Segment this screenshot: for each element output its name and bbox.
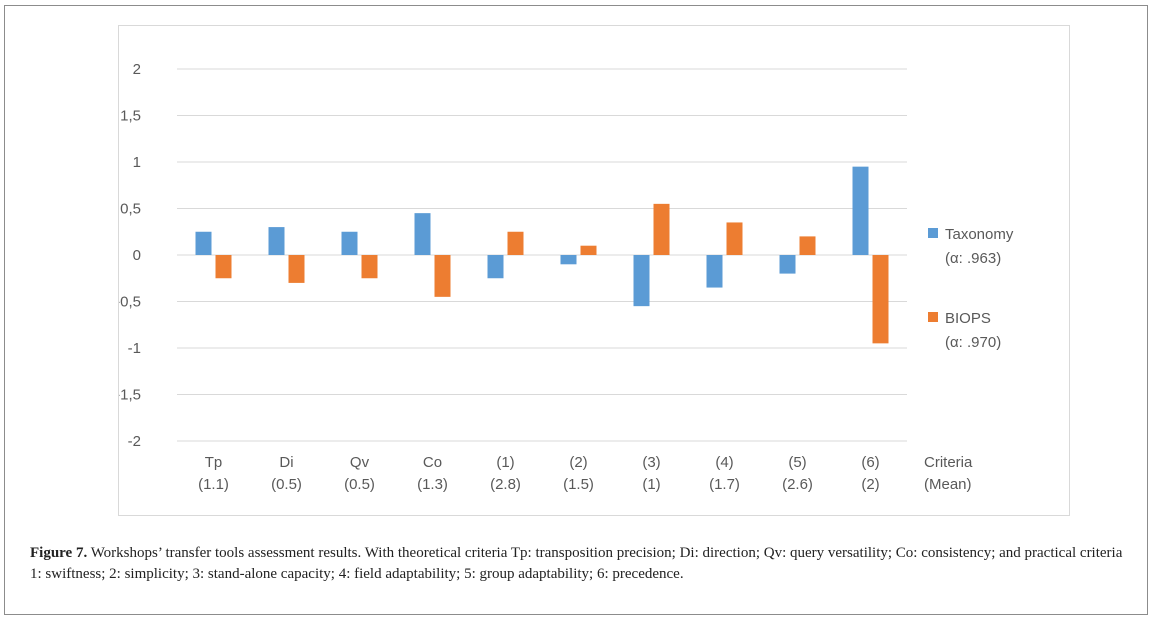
bar-taxonomy bbox=[341, 231, 358, 255]
y-tick-label: 1 bbox=[133, 154, 141, 171]
x-axis-title-line: (Mean) bbox=[924, 476, 972, 493]
x-tick-label: Qv bbox=[350, 454, 370, 471]
x-tick-label: (2.8) bbox=[490, 476, 521, 493]
bar-taxonomy bbox=[414, 213, 431, 255]
bar-biops bbox=[288, 255, 305, 283]
bar-biops bbox=[361, 255, 378, 279]
x-tick-label: (5) bbox=[788, 454, 806, 471]
legend-swatch bbox=[928, 312, 938, 322]
bar-taxonomy bbox=[195, 231, 212, 255]
bar-biops bbox=[872, 255, 889, 344]
legend-label: (α: .970) bbox=[945, 334, 1001, 351]
figure-frame: 2 1,5 1 0,5 0 -0,5 -1 -1,5 -2 Tp (1.1) Di (0.5) Qv (0… bbox=[4, 5, 1148, 615]
legend-label: Taxonomy bbox=[945, 226, 1014, 243]
bar-taxonomy bbox=[706, 255, 723, 288]
bar-biops bbox=[215, 255, 232, 279]
x-tick-label: (1) bbox=[496, 454, 514, 471]
bar-taxonomy bbox=[560, 255, 577, 265]
bar-biops bbox=[580, 245, 597, 255]
y-tick-label: 2 bbox=[133, 61, 141, 78]
bar-taxonomy bbox=[633, 255, 650, 307]
x-tick-label: (1.5) bbox=[563, 476, 594, 493]
bar-biops bbox=[726, 222, 743, 255]
legend: Taxonomy (α: .963) BIOPS (α: .970) bbox=[928, 226, 1014, 351]
bar-chart: 2 1,5 1 0,5 0 -0,5 -1 -1,5 -2 Tp (1.1) Di (0.5) Qv (0… bbox=[119, 61, 1014, 493]
y-tick-label: -1 bbox=[128, 340, 141, 357]
legend-swatch bbox=[928, 228, 938, 238]
x-tick-label: (2) bbox=[569, 454, 587, 471]
bar-biops bbox=[507, 231, 524, 255]
x-tick-label: (0.5) bbox=[271, 476, 302, 493]
bar-biops bbox=[653, 203, 670, 255]
x-tick-label: (4) bbox=[715, 454, 733, 471]
bar-taxonomy bbox=[779, 255, 796, 274]
x-tick-label: (2.6) bbox=[782, 476, 813, 493]
x-tick-label: (0.5) bbox=[344, 476, 375, 493]
x-tick-label: (3) bbox=[642, 454, 660, 471]
caption-text: Workshops’ transfer tools assessment res… bbox=[30, 545, 1123, 582]
bar-taxonomy bbox=[268, 227, 285, 255]
bars bbox=[195, 166, 889, 344]
y-tick-label: 0,5 bbox=[120, 201, 141, 218]
y-tick-label: 1,5 bbox=[120, 108, 141, 125]
x-tick-label: (6) bbox=[861, 454, 879, 471]
x-tick-label: Di bbox=[279, 454, 293, 471]
x-axis-title: Criteria (Mean) bbox=[924, 454, 973, 493]
x-tick-label: (1.7) bbox=[709, 476, 740, 493]
x-tick-label: Co bbox=[423, 454, 442, 471]
x-axis-title-line: Criteria bbox=[924, 454, 973, 471]
legend-label: BIOPS bbox=[945, 310, 991, 327]
x-tick-label: Tp bbox=[205, 454, 223, 471]
x-tick-label: (1) bbox=[642, 476, 660, 493]
y-tick-label: -2 bbox=[128, 433, 141, 450]
bar-taxonomy bbox=[852, 166, 869, 255]
gridlines bbox=[177, 68, 907, 442]
bar-biops bbox=[799, 236, 816, 255]
bar-biops bbox=[434, 255, 451, 297]
bar-taxonomy bbox=[487, 255, 504, 279]
y-axis-tick-labels: 2 1,5 1 0,5 0 -0,5 -1 -1,5 -2 bbox=[119, 61, 141, 450]
y-tick-label: -1,5 bbox=[119, 387, 141, 404]
caption-label: Figure 7. bbox=[30, 545, 88, 561]
x-tick-label: (1.3) bbox=[417, 476, 448, 493]
x-tick-label: (2) bbox=[861, 476, 879, 493]
y-tick-label: 0 bbox=[133, 247, 141, 264]
chart-area: 2 1,5 1 0,5 0 -0,5 -1 -1,5 -2 Tp (1.1) Di (0.5) Qv (0… bbox=[118, 25, 1070, 516]
figure-caption: Figure 7. Workshops’ transfer tools asse… bbox=[30, 543, 1130, 585]
legend-label: (α: .963) bbox=[945, 250, 1001, 267]
y-tick-label: -0,5 bbox=[119, 294, 141, 311]
x-tick-label: (1.1) bbox=[198, 476, 229, 493]
x-axis-tick-labels: Tp (1.1) Di (0.5) Qv (0.5) Co (1.3) (1) (2.8) (2) (… bbox=[198, 454, 880, 493]
